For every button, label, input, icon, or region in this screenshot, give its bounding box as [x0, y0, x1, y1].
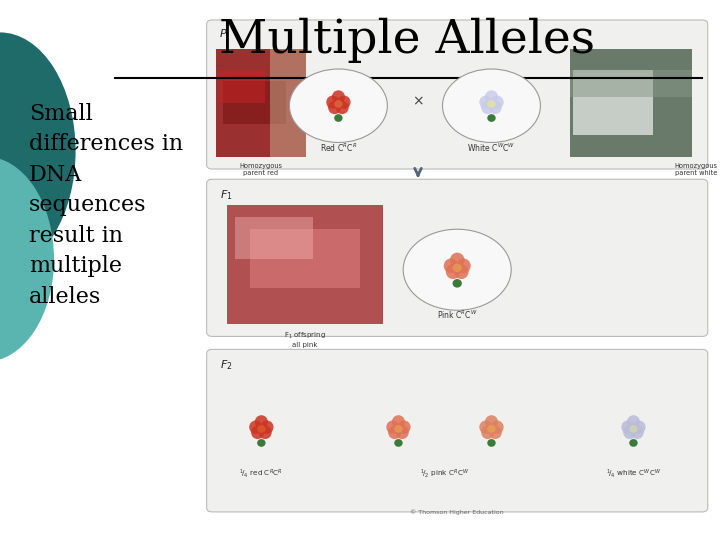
Bar — [570, 49, 692, 157]
Ellipse shape — [490, 421, 503, 434]
Text: Small
differences in
DNA
sequences
result in
multiple
alleles: Small differences in DNA sequences resul… — [29, 103, 183, 308]
Bar — [216, 49, 306, 157]
Bar — [270, 49, 306, 157]
Text: Homozygous
parent white: Homozygous parent white — [675, 163, 717, 176]
Text: F$_1$ offspring
all pink: F$_1$ offspring all pink — [284, 330, 326, 348]
Text: P: P — [220, 29, 226, 39]
Text: F$_2$: F$_2$ — [220, 358, 233, 372]
Ellipse shape — [255, 415, 268, 429]
Ellipse shape — [338, 96, 351, 109]
Circle shape — [443, 69, 541, 143]
Ellipse shape — [392, 415, 405, 429]
Ellipse shape — [257, 425, 266, 433]
Ellipse shape — [453, 264, 462, 272]
Ellipse shape — [395, 425, 402, 433]
Text: $^1\!/_4$ red C$^R$C$^R$: $^1\!/_4$ red C$^R$C$^R$ — [240, 468, 283, 480]
Ellipse shape — [480, 96, 492, 109]
Ellipse shape — [453, 279, 462, 288]
Ellipse shape — [456, 259, 471, 273]
Bar — [227, 205, 384, 324]
Ellipse shape — [633, 421, 646, 434]
Ellipse shape — [328, 101, 341, 114]
Text: $^1\!/_2$ pink C$^R$C$^W$: $^1\!/_2$ pink C$^R$C$^W$ — [420, 468, 469, 480]
Ellipse shape — [444, 259, 458, 273]
Bar — [220, 70, 265, 103]
FancyBboxPatch shape — [207, 179, 708, 336]
Ellipse shape — [0, 32, 76, 270]
Ellipse shape — [395, 426, 409, 439]
Ellipse shape — [334, 114, 343, 122]
Ellipse shape — [326, 96, 339, 109]
Text: Homozygous
parent red: Homozygous parent red — [240, 163, 282, 176]
Bar — [235, 217, 313, 259]
Ellipse shape — [487, 114, 495, 122]
Text: F$_1$: F$_1$ — [220, 188, 233, 202]
Text: ×: × — [413, 94, 424, 109]
Ellipse shape — [334, 100, 343, 108]
FancyBboxPatch shape — [207, 349, 708, 512]
Ellipse shape — [487, 439, 495, 447]
Ellipse shape — [480, 421, 492, 434]
Bar — [573, 70, 653, 135]
Bar — [570, 70, 692, 97]
Ellipse shape — [481, 426, 494, 439]
Ellipse shape — [249, 421, 262, 434]
Ellipse shape — [395, 439, 402, 447]
Ellipse shape — [485, 90, 498, 104]
Ellipse shape — [631, 426, 644, 439]
Ellipse shape — [336, 101, 348, 114]
FancyBboxPatch shape — [207, 20, 708, 169]
Ellipse shape — [397, 421, 410, 434]
Ellipse shape — [251, 426, 264, 439]
Ellipse shape — [446, 264, 460, 279]
Ellipse shape — [257, 439, 266, 447]
Ellipse shape — [627, 415, 640, 429]
Ellipse shape — [487, 425, 495, 433]
Ellipse shape — [450, 253, 464, 267]
Ellipse shape — [489, 426, 502, 439]
Ellipse shape — [261, 421, 274, 434]
Ellipse shape — [388, 426, 401, 439]
Text: $^1\!/_4$ white C$^W$C$^W$: $^1\!/_4$ white C$^W$C$^W$ — [606, 468, 661, 480]
Ellipse shape — [481, 101, 494, 114]
Text: Multiple Alleles: Multiple Alleles — [219, 18, 595, 63]
Text: © Thomson Higher Education: © Thomson Higher Education — [410, 509, 504, 515]
Circle shape — [403, 229, 511, 310]
Ellipse shape — [386, 421, 400, 434]
Ellipse shape — [489, 101, 502, 114]
Text: Red C$^R$C$^R$: Red C$^R$C$^R$ — [320, 141, 357, 154]
Ellipse shape — [629, 425, 638, 433]
Text: White C$^W$C$^W$: White C$^W$C$^W$ — [467, 141, 516, 154]
Bar — [223, 81, 287, 124]
Ellipse shape — [332, 90, 345, 104]
Ellipse shape — [629, 439, 638, 447]
Ellipse shape — [487, 100, 495, 108]
Ellipse shape — [454, 264, 469, 279]
Ellipse shape — [485, 415, 498, 429]
Text: Pink C$^R$C$^W$: Pink C$^R$C$^W$ — [437, 309, 477, 321]
Circle shape — [289, 69, 387, 143]
Ellipse shape — [621, 421, 634, 434]
Bar — [251, 229, 360, 288]
Ellipse shape — [258, 426, 271, 439]
Ellipse shape — [623, 426, 636, 439]
Ellipse shape — [490, 96, 503, 109]
Ellipse shape — [0, 157, 54, 362]
